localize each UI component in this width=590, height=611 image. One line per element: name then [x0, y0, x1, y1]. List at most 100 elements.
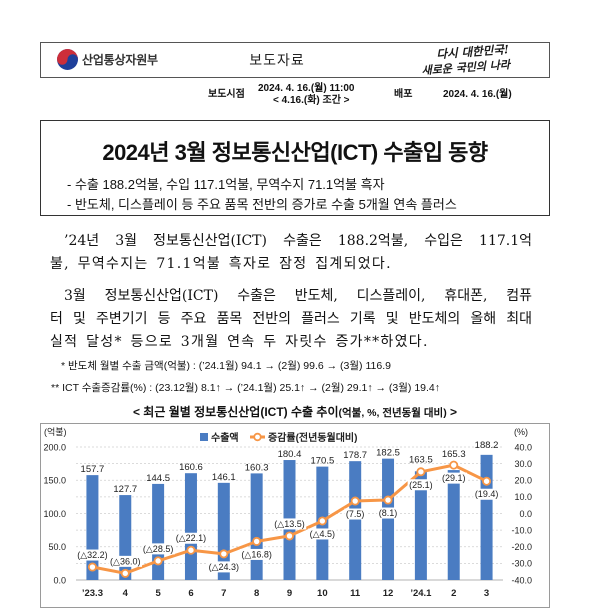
left-tick-label: 0.0: [53, 575, 66, 585]
growth-rate-label-background: [377, 507, 399, 519]
chart-caption-units: (억불, %, 전년동월 대비): [338, 407, 447, 419]
growth-rate-label-background: [174, 532, 208, 544]
growth-rate-labels: (△32.2)(△36.0)(△28.5)(△22.1) (△24.3)(△16.…: [75, 472, 500, 573]
right-tick-label: 0.0: [519, 509, 532, 519]
growth-rate-label-background: [440, 472, 467, 484]
growth-rate-label-group: (△28.5): [141, 543, 175, 555]
bar: [119, 495, 132, 580]
growth-rate-point: [219, 549, 229, 559]
growth-rate-point: [350, 496, 360, 506]
paragraph-line: ’24년 3월 정보통신산업(ICT) 수출은 188.2억불, 수입은 117…: [64, 233, 532, 249]
growth-rate-label: (△4.5): [310, 529, 335, 539]
bar-value-label: 157.7: [81, 464, 105, 475]
growth-rate-label-background: [141, 543, 175, 555]
growth-rate-point: [416, 467, 426, 477]
x-tick-label: 3: [484, 588, 489, 599]
left-tick-label: 150.0: [43, 476, 66, 486]
growth-rate-point: [317, 516, 327, 526]
x-tick-label: 2: [451, 588, 456, 599]
chart-caption-end: >: [446, 405, 458, 419]
x-tick-label: 8: [254, 588, 259, 599]
distribution-label: 배포: [394, 89, 413, 100]
footnote-semiconductor: * 반도체 월별 수출 금액(억불) : (’24.1월) 94.1 → (2월…: [61, 360, 391, 372]
headline-box: 2024년 3월 정보통신산업(ICT) 수출입 동향 - 수출 188.2억불…: [40, 120, 550, 216]
growth-rate-label-group: (△36.0): [108, 555, 142, 567]
growth-rate-label-group: (△4.5): [308, 528, 337, 540]
growth-rate-point: [87, 562, 97, 572]
growth-rate-label-background: [308, 528, 337, 540]
growth-rate-point: [383, 495, 393, 505]
right-tick-label: 30.0: [514, 459, 532, 469]
paragraph-line: 3월 정보통신산업(ICT) 수출은 반도체, 디스플레이, 휴대폰, 컴퓨: [64, 288, 532, 304]
right-axis-ticks: 40.0 30.0 20.0 10.0 0.0 -10.0 -20.0 -30.0 -40.0: [511, 442, 532, 585]
growth-rate-label-group: (25.1): [407, 479, 435, 491]
growth-rate-point: [252, 536, 262, 546]
highlight-item: - 반도체, 디스플레이 등 주요 품목 전반의 증가로 수출 5개월 연속 플…: [67, 197, 457, 212]
chart-caption-main: < 최근 월별 정보통신산업(ICT) 수출 추이: [132, 405, 339, 419]
ministry-name: 산업통상자원부: [82, 53, 158, 67]
growth-rate-point: [284, 531, 294, 541]
growth-rate-label-group: (19.4): [473, 488, 500, 500]
growth-rate-label: (△28.5): [143, 544, 173, 554]
document-type-label: 보도자료: [249, 52, 305, 68]
legend-swatch-exports: [200, 433, 208, 441]
growth-rate-label-background: [344, 508, 366, 520]
bar: [447, 470, 460, 580]
release-timing-note: < 4.16.(화) 조간 >: [273, 95, 350, 106]
growth-rate-label-background: [207, 561, 241, 573]
right-tick-label: 10.0: [514, 492, 532, 502]
growth-rate-label-background: [239, 548, 274, 560]
bar: [250, 473, 263, 580]
x-tick-label: 12: [383, 588, 394, 599]
growth-rate-point: [153, 556, 163, 566]
bar-value-label: 188.2: [475, 440, 499, 451]
bar: [152, 483, 165, 580]
slogan-calligraphy: 다시 대한민국! 새로운 국민의 나라: [420, 40, 546, 81]
right-tick-label: -20.0: [511, 542, 532, 552]
right-tick-label: 20.0: [514, 476, 532, 486]
right-tick-label: -10.0: [511, 525, 532, 535]
legend-label-growth: 증감률(전년동월대비): [268, 431, 357, 444]
bar-value-label: 127.7: [113, 484, 137, 495]
left-axis-ticks: 200.0 150.0 100.0 50.0 0.0: [43, 442, 66, 585]
legend-marker-growth: [253, 432, 262, 442]
footnote-ict-growth: ** ICT 수출증감률(%) : (23.12월) 8.1↑ → (’24.1…: [51, 382, 441, 394]
growth-rate-label-background: [272, 518, 307, 530]
growth-rate-label-group: (△22.1): [174, 532, 208, 544]
x-tick-label: ’24.1: [410, 588, 432, 599]
growth-rate-point: [482, 476, 492, 486]
growth-rate-label: (△22.1): [176, 533, 206, 543]
release-timing-value: 2024. 4. 16.(월) 11:00: [258, 83, 355, 94]
bar: [349, 461, 362, 580]
bar: [382, 458, 395, 580]
growth-rate-point: [449, 460, 459, 470]
chart-canvas: (억불) (%)200.0150.0100.050.00.040.030.020.…: [43, 426, 532, 599]
body-paragraph-2: 3월 정보통신산업(ICT) 수출은 반도체, 디스플레이, 휴대폰, 컴퓨 터…: [50, 285, 532, 354]
government-emblem-icon: [56, 48, 79, 71]
bar-value-label: 160.3: [245, 462, 269, 473]
right-tick-label: -30.0: [511, 559, 532, 569]
x-tick-label: 6: [188, 588, 193, 599]
paragraph-line: 실적 달성* 등으로 3개월 연속 두 자릿수 증가**하였다.: [50, 334, 429, 350]
bar-value-label: 144.5: [146, 473, 170, 484]
bar-value-label: 146.1: [212, 472, 236, 483]
growth-rate-label: (25.1): [409, 480, 433, 490]
paragraph-line: 불, 무역수지는 71.1억불 흑자로 잠정 집계되었다.: [50, 256, 392, 272]
growth-rate-label: (△24.3): [209, 562, 239, 572]
x-tick-label: 5: [155, 588, 161, 599]
growth-rate-markers: [87, 460, 492, 578]
bar-value-label: 160.6: [179, 462, 203, 473]
x-tick-label: 11: [350, 588, 361, 599]
bar: [480, 454, 493, 580]
growth-rate-label-group: (△13.5): [272, 518, 307, 530]
x-axis-labels: ’23.3 4 5 6 7 8 9 10 11 12 ’24.1 2 3: [82, 588, 489, 599]
bar-value-label: 182.5: [376, 448, 400, 459]
export-trend-chart: (억불) (%) 200.0 150.0 100.0 50.0 0.0 40.0 30.0 20.…: [40, 423, 550, 608]
growth-rate-label-group: (△32.2): [75, 549, 110, 561]
growth-rate-label-group: (△24.3): [207, 561, 241, 573]
chart-caption: < 최근 월별 정보통신산업(ICT) 수출 추이(억불, %, 전년동월 대비…: [40, 404, 550, 421]
growth-rate-label: (8.1): [379, 508, 398, 518]
growth-rate-point: [186, 545, 196, 555]
distribution-date: 2024. 4. 16.(월): [443, 89, 512, 100]
growth-rate-label: (△13.5): [274, 519, 304, 529]
